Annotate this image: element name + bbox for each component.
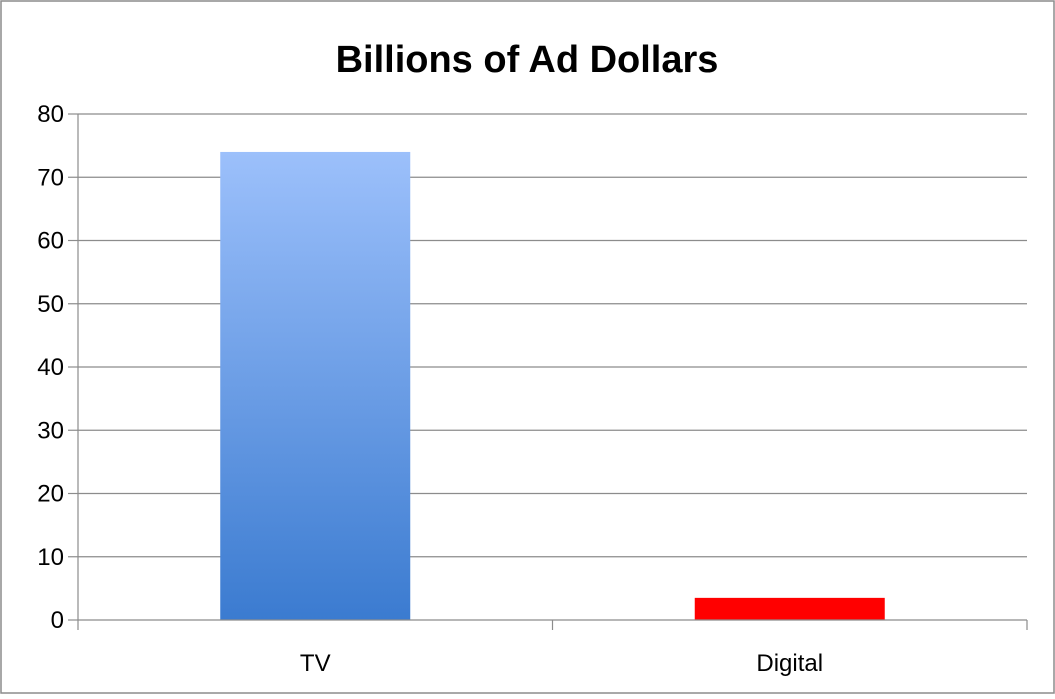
y-tick-label: 60 [37, 228, 64, 255]
y-tick-label: 20 [37, 481, 64, 508]
y-axis-ticks: 0 10 20 30 40 50 60 70 80 [37, 101, 78, 634]
bars [220, 151, 885, 620]
bar-tv [220, 151, 411, 620]
y-tick-label: 50 [37, 291, 64, 318]
y-tick-label: 30 [37, 417, 64, 444]
chart-title: Billions of Ad Dollars [336, 39, 719, 81]
y-tick-label: 70 [37, 164, 64, 191]
x-category-label: TV [300, 650, 331, 677]
y-tick-label: 0 [51, 607, 64, 634]
y-tick-label: 40 [37, 354, 64, 381]
bar-digital [694, 597, 885, 620]
y-tick-label: 10 [37, 544, 64, 571]
x-axis-labels: TV Digital [300, 650, 823, 677]
y-tick-label: 80 [37, 101, 64, 128]
axes [77, 114, 1028, 630]
x-category-label: Digital [756, 650, 823, 677]
